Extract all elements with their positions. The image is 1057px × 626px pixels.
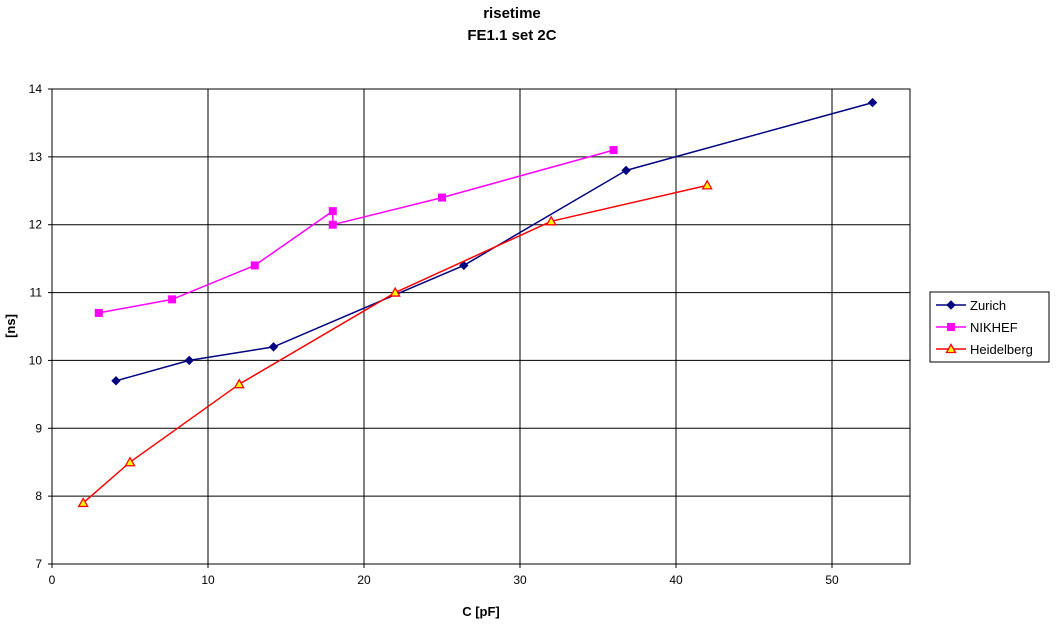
- chart-subtitle: FE1.1 set 2C: [467, 27, 556, 44]
- data-point-nikhef: [609, 146, 618, 155]
- x-axis-ticks: 0 10 20 30 40 50: [49, 564, 839, 587]
- data-point-heidelberg: [545, 215, 557, 226]
- x-tick-label: 40: [669, 573, 683, 587]
- y-tick-label: 10: [29, 353, 43, 367]
- legend-item-zurich: Zurich: [936, 298, 1006, 313]
- data-point-heidelberg: [77, 497, 89, 508]
- data-point-heidelberg: [124, 456, 136, 467]
- data-point-zurich: [621, 165, 631, 176]
- series-layer: [77, 97, 878, 508]
- legend-item-heidelberg: Heidelberg: [936, 342, 1033, 357]
- series-nikhef: [94, 146, 618, 317]
- y-tick-label: 11: [30, 286, 43, 300]
- data-point-zurich: [867, 97, 878, 108]
- x-tick-label: 0: [49, 573, 56, 587]
- x-axis-title: C [pF]: [462, 604, 500, 619]
- grid-lines: [51, 88, 910, 565]
- legend-marker-heidelberg: [945, 343, 957, 354]
- y-tick-label: 13: [29, 150, 43, 164]
- data-point-heidelberg: [389, 286, 401, 297]
- y-tick-label: 14: [29, 82, 43, 96]
- data-point-nikhef: [250, 261, 259, 270]
- y-tick-label: 12: [29, 218, 43, 232]
- data-point-nikhef: [168, 295, 177, 304]
- legend-label-heidelberg: Heidelberg: [970, 342, 1033, 357]
- data-point-zurich: [459, 260, 469, 271]
- series-line-nikhef: [98, 149, 614, 314]
- data-point-nikhef: [438, 193, 446, 202]
- data-point-zurich: [184, 355, 194, 366]
- data-point-zurich: [268, 342, 279, 352]
- chart-title: risetime: [483, 5, 541, 22]
- series-line-heidelberg: [82, 184, 708, 504]
- legend-label-zurich: Zurich: [970, 298, 1006, 313]
- y-tick-label: 7: [35, 557, 42, 571]
- data-point-heidelberg: [233, 378, 245, 389]
- series-line-zurich: [115, 101, 873, 382]
- y-axis-ticks: 7 8 9 10 11 12 13 14: [29, 82, 52, 571]
- x-tick-label: 10: [201, 573, 215, 587]
- data-point-nikhef: [328, 220, 337, 229]
- legend-marker-zurich: [946, 300, 956, 310]
- data-point-zurich: [111, 376, 121, 386]
- legend-marker-nikhef: [947, 323, 955, 331]
- data-point-nikhef: [328, 207, 337, 216]
- series-heidelberg: [77, 179, 713, 508]
- x-tick-label: 20: [357, 573, 371, 587]
- data-point-heidelberg: [701, 179, 713, 190]
- y-axis-title: [ns]: [3, 314, 18, 338]
- series-zurich: [111, 97, 878, 386]
- x-tick-label: 50: [825, 573, 839, 587]
- data-point-nikhef: [94, 308, 103, 317]
- legend-item-nikhef: NIKHEF: [936, 320, 1018, 335]
- legend: Zurich NIKHEF Heidelberg: [929, 291, 1050, 363]
- y-tick-label: 9: [35, 421, 42, 435]
- legend-label-nikhef: NIKHEF: [970, 320, 1018, 335]
- x-tick-label: 30: [513, 573, 527, 587]
- plot-area-frame: [51, 88, 911, 565]
- y-tick-label: 8: [35, 489, 42, 503]
